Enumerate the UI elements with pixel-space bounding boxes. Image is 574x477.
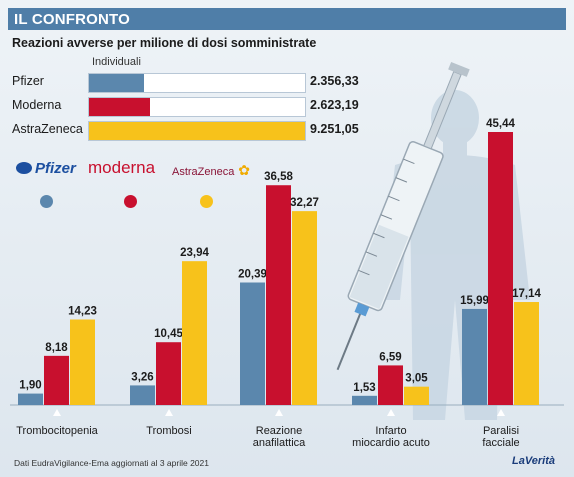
category-label-4-line-1: facciale (482, 437, 519, 449)
bar-moderna-2 (266, 185, 291, 405)
category-label-2-line-0: Reazione (256, 425, 302, 437)
data-label-pfizer-4: 15,99 (460, 295, 489, 307)
summary-value-astrazeneca: 9.251,05 (310, 122, 359, 136)
category-label-4-line-0: Paralisi (483, 425, 519, 437)
summary-track-pfizer (88, 73, 306, 93)
category-label-0: Trombocitopenia (16, 425, 98, 437)
summary-fill-pfizer (89, 74, 145, 92)
bar-astrazeneca-4 (514, 302, 539, 405)
category-marker-1 (165, 409, 173, 416)
category-marker-3 (387, 409, 395, 416)
data-label-moderna-2: 36,58 (264, 171, 293, 183)
bar-astrazeneca-3 (404, 386, 429, 405)
data-label-astrazeneca-0: 14,23 (68, 306, 97, 318)
summary-fill-moderna (89, 98, 151, 116)
summary-name-astrazeneca: AstraZeneca (12, 122, 83, 136)
data-label-moderna-3: 6,59 (379, 351, 401, 363)
data-label-moderna-0: 8,18 (45, 342, 68, 354)
category-marker-2 (275, 409, 283, 416)
syringe-icon (336, 61, 470, 371)
category-label-1: Trombosi (146, 425, 191, 437)
summary-track-moderna (88, 97, 306, 117)
legend-dot-astrazeneca (200, 195, 213, 208)
data-label-astrazeneca-4: 17,14 (512, 288, 541, 300)
summary-label: Individuali (92, 56, 141, 68)
summary-name-moderna: Moderna (12, 98, 62, 112)
data-label-moderna-1: 10,45 (154, 328, 183, 340)
summary-value-moderna: 2.623,19 (310, 98, 359, 112)
category-marker-4 (497, 409, 505, 416)
source-note: Dati EudraVigilance-Ema aggiornati al 3 … (14, 458, 209, 468)
data-label-pfizer-0: 1,90 (19, 380, 41, 392)
bar-pfizer-1 (130, 385, 155, 405)
pfizer-logo: Pfizer (16, 160, 76, 177)
summary-track-astrazeneca (88, 121, 306, 141)
category-label-3-line-1: miocardio acuto (352, 437, 430, 449)
data-label-pfizer-1: 3,26 (131, 371, 153, 383)
astrazeneca-logo-icon: ✿ (234, 162, 250, 178)
legend-dot-pfizer (40, 195, 53, 208)
bar-moderna-3 (378, 365, 403, 405)
moderna-logo: moderna (88, 158, 156, 177)
legend-dot-moderna (124, 195, 137, 208)
category-label-2-line-1: anafilattica (253, 437, 306, 449)
bar-pfizer-4 (462, 308, 487, 405)
data-label-pfizer-3: 1,53 (353, 382, 375, 394)
data-label-astrazeneca-2: 32,27 (290, 197, 319, 209)
data-label-astrazeneca-1: 23,94 (180, 247, 209, 259)
bar-pfizer-3 (352, 395, 377, 405)
header-bar: IL CONFRONTO (8, 8, 566, 30)
data-label-astrazeneca-3: 3,05 (405, 373, 428, 385)
bar-pfizer-0 (18, 393, 43, 405)
summary-fill-astrazeneca (89, 122, 305, 140)
data-label-pfizer-2: 20,39 (238, 268, 267, 280)
astrazeneca-logo: AstraZeneca ✿ (172, 162, 250, 178)
page-title: IL CONFRONTO (14, 11, 131, 28)
bar-astrazeneca-1 (182, 261, 207, 405)
chart-subtitle: Reazioni avverse per milione di dosi som… (12, 36, 317, 50)
bar-moderna-0 (44, 355, 69, 405)
summary-name-pfizer: Pfizer (12, 74, 44, 88)
bar-pfizer-2 (240, 282, 265, 405)
summary-value-pfizer: 2.356,33 (310, 74, 359, 88)
bar-moderna-1 (156, 342, 181, 405)
bar-moderna-4 (488, 132, 513, 405)
pfizer-logo-icon (16, 162, 32, 174)
category-marker-0 (53, 409, 61, 416)
data-label-moderna-4: 45,44 (486, 118, 515, 130)
bar-astrazeneca-2 (292, 211, 317, 405)
category-label-3-line-0: Infarto (375, 425, 406, 437)
brand-logo: LaVerità (512, 455, 556, 467)
bar-astrazeneca-0 (70, 319, 95, 405)
